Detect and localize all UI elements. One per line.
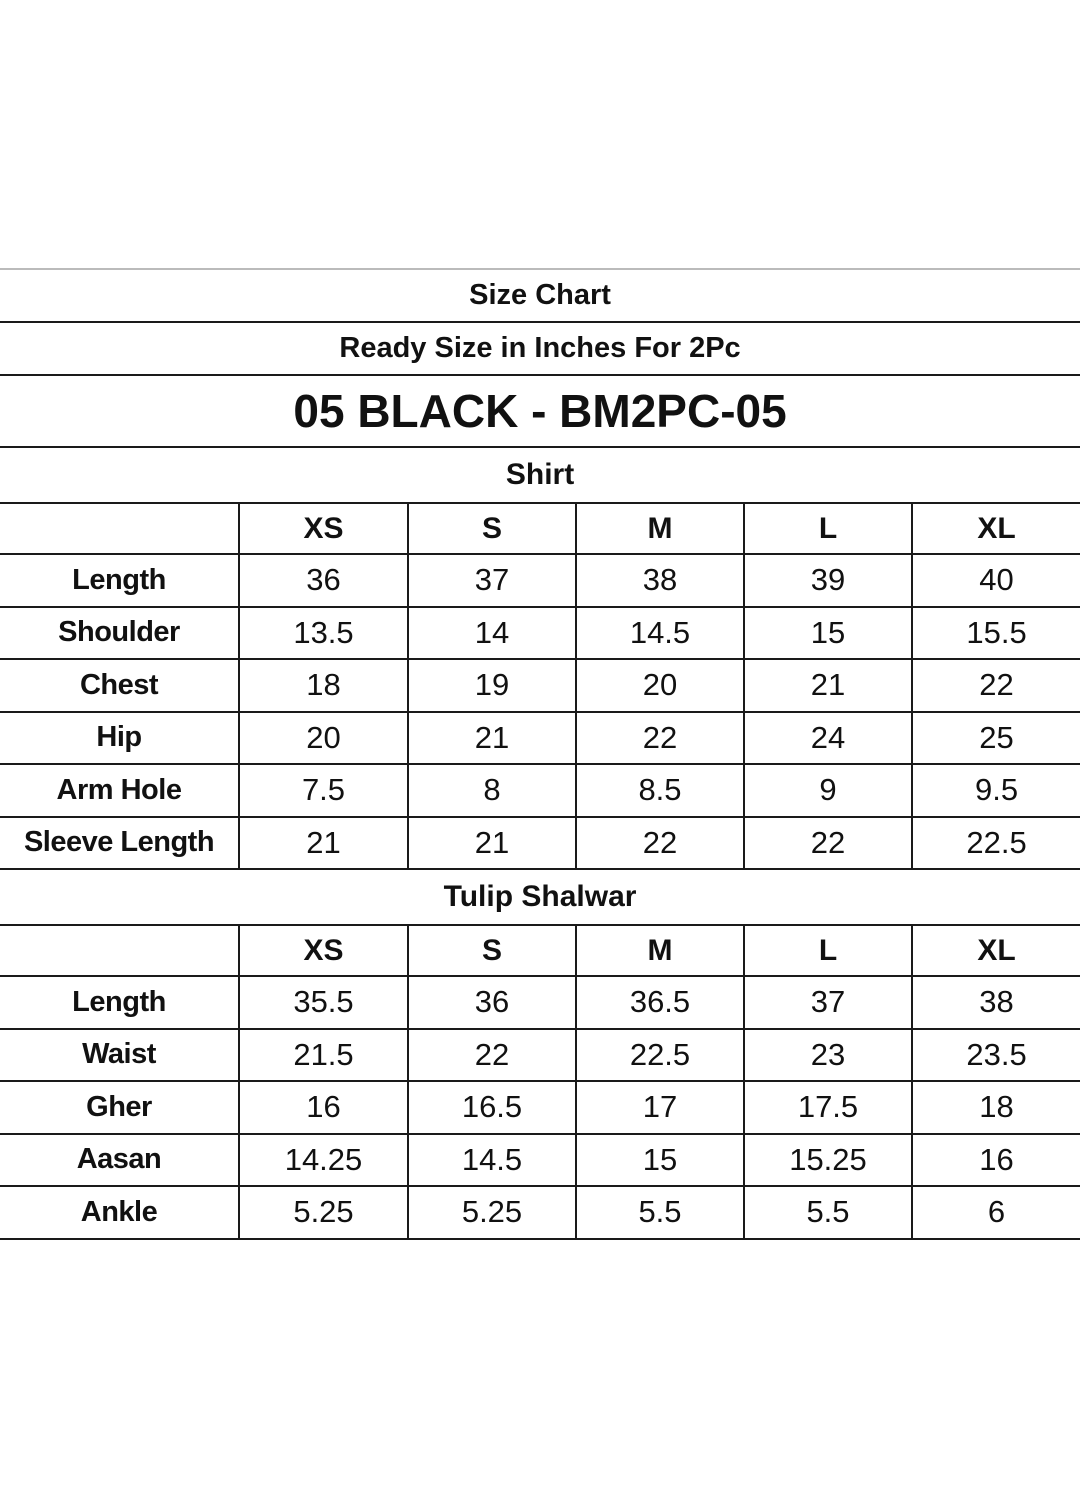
measurement-value: 21 (743, 658, 913, 713)
measurement-value: 36.5 (575, 975, 745, 1030)
measurement-value: 21 (407, 710, 577, 765)
size-header: XS (238, 502, 409, 555)
measurement-value: 5.5 (575, 1185, 745, 1240)
table-row: Sleeve Length 21 21 22 22 22.5 (0, 815, 1080, 870)
measurement-label: Sleeve Length (0, 815, 240, 870)
measurement-value: 15.5 (910, 605, 1080, 660)
section-header: Tulip Shalwar (0, 868, 1080, 926)
measurement-label: Ankle (0, 1185, 240, 1240)
measurement-value: 18 (910, 1080, 1080, 1135)
measurement-value: 22 (575, 710, 745, 765)
measurement-value: 20 (238, 710, 409, 765)
measurement-value: 36 (238, 553, 409, 608)
measurement-value: 17 (575, 1080, 745, 1135)
size-header: L (743, 924, 913, 977)
measurement-value: 14.5 (407, 1132, 577, 1187)
measurement-value: 39 (743, 553, 913, 608)
measurement-value: 17.5 (743, 1080, 913, 1135)
measurement-value: 35.5 (238, 975, 409, 1030)
table-row: Aasan 14.25 14.5 15 15.25 16 (0, 1132, 1080, 1187)
measurement-value: 20 (575, 658, 745, 713)
measurement-value: 23.5 (910, 1027, 1080, 1082)
measurement-value: 9 (743, 763, 913, 818)
measurement-value: 21.5 (238, 1027, 409, 1082)
measurement-value: 14 (407, 605, 577, 660)
chart-subtitle: Ready Size in Inches For 2Pc (0, 321, 1080, 376)
table-row: Waist 21.5 22 22.5 23 23.5 (0, 1027, 1080, 1082)
measurement-value: 21 (407, 815, 577, 870)
size-header: XL (910, 502, 1080, 555)
measurement-label: Arm Hole (0, 763, 240, 818)
size-header: XS (238, 924, 409, 977)
measurement-label: Shoulder (0, 605, 240, 660)
table-row: Length 35.5 36 36.5 37 38 (0, 975, 1080, 1030)
table-row: Chest 18 19 20 21 22 (0, 658, 1080, 713)
size-header: XL (910, 924, 1080, 977)
measurement-label: Length (0, 553, 240, 608)
measurement-value: 15.25 (743, 1132, 913, 1187)
measurement-value: 23 (743, 1027, 913, 1082)
measurement-value: 14.25 (238, 1132, 409, 1187)
measurement-value: 14.5 (575, 605, 745, 660)
section-header: Shirt (0, 446, 1080, 504)
measurement-value: 8 (407, 763, 577, 818)
table-row: Ankle 5.25 5.25 5.5 5.5 6 (0, 1185, 1080, 1240)
chart-title: Size Chart (0, 268, 1080, 323)
size-header: M (575, 924, 745, 977)
measurement-label: Length (0, 975, 240, 1030)
measurement-value: 5.25 (407, 1185, 577, 1240)
measurement-value: 19 (407, 658, 577, 713)
measurement-value: 22.5 (575, 1027, 745, 1082)
measurement-value: 37 (407, 553, 577, 608)
measurement-value: 18 (238, 658, 409, 713)
measurement-value: 16.5 (407, 1080, 577, 1135)
measurement-value: 22 (910, 658, 1080, 713)
size-header: S (407, 502, 577, 555)
measurement-label: Waist (0, 1027, 240, 1082)
measurement-value: 36 (407, 975, 577, 1030)
measurement-value: 37 (743, 975, 913, 1030)
section-title: Shirt (0, 446, 1080, 504)
table-row: Shoulder 13.5 14 14.5 15 15.5 (0, 605, 1080, 660)
size-chart-table: Size Chart Ready Size in Inches For 2Pc … (0, 268, 1080, 1240)
measurement-value: 16 (910, 1132, 1080, 1187)
measurement-label: Gher (0, 1080, 240, 1135)
size-header-row: XS S M L XL (0, 924, 1080, 977)
measurement-value: 22 (575, 815, 745, 870)
measurement-value: 13.5 (238, 605, 409, 660)
measurement-label: Hip (0, 710, 240, 765)
measurement-value: 15 (575, 1132, 745, 1187)
measurement-value: 38 (910, 975, 1080, 1030)
product-code: 05 BLACK - BM2PC-05 (0, 374, 1080, 448)
measurement-value: 6 (910, 1185, 1080, 1240)
measurement-value: 38 (575, 553, 745, 608)
measurement-value: 16 (238, 1080, 409, 1135)
measurement-value: 5.5 (743, 1185, 913, 1240)
measurement-value: 24 (743, 710, 913, 765)
measurement-value: 8.5 (575, 763, 745, 818)
empty-header-cell (0, 924, 240, 977)
size-header: M (575, 502, 745, 555)
measurement-value: 22 (407, 1027, 577, 1082)
measurement-value: 5.25 (238, 1185, 409, 1240)
measurement-value: 21 (238, 815, 409, 870)
measurement-value: 25 (910, 710, 1080, 765)
measurement-value: 22 (743, 815, 913, 870)
measurement-label: Aasan (0, 1132, 240, 1187)
section-title: Tulip Shalwar (0, 868, 1080, 926)
measurement-value: 22.5 (910, 815, 1080, 870)
size-header: L (743, 502, 913, 555)
measurement-value: 9.5 (910, 763, 1080, 818)
size-header: S (407, 924, 577, 977)
table-row: Length 36 37 38 39 40 (0, 553, 1080, 608)
measurement-label: Chest (0, 658, 240, 713)
empty-header-cell (0, 502, 240, 555)
size-header-row: XS S M L XL (0, 502, 1080, 555)
measurement-value: 7.5 (238, 763, 409, 818)
measurement-value: 40 (910, 553, 1080, 608)
table-row: Arm Hole 7.5 8 8.5 9 9.5 (0, 763, 1080, 818)
table-row: Hip 20 21 22 24 25 (0, 710, 1080, 765)
table-row: Gher 16 16.5 17 17.5 18 (0, 1080, 1080, 1135)
measurement-value: 15 (743, 605, 913, 660)
